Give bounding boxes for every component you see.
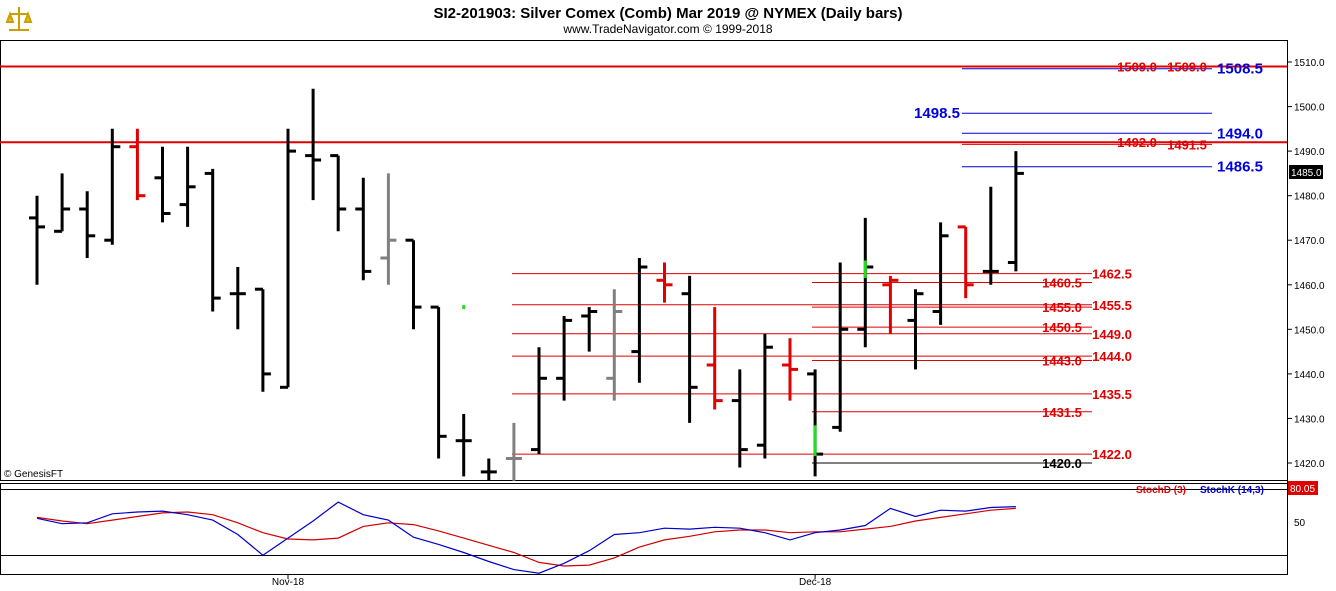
ohlc-bar [531, 347, 547, 455]
ohlc-bar [405, 238, 422, 330]
x-axis-label: Nov-18 [272, 577, 305, 588]
stoch-d-line [36, 507, 1016, 567]
price-level-label: 1420.0 [1042, 456, 1082, 471]
price-level-label: 1498.5 [914, 105, 960, 122]
stoch-k-line [36, 501, 1016, 574]
ohlc-bar [832, 262, 849, 432]
price-axis-label: 1460.0 [1294, 281, 1325, 292]
stoch-last-box [1288, 481, 1318, 495]
price-axis-label: 1510.0 [1294, 58, 1325, 69]
price-level-label: 1449.0 [1092, 327, 1132, 342]
ohlc-bar [154, 146, 171, 223]
last-price-label: 1485.0 [1291, 168, 1322, 179]
ohlc-bar [229, 267, 246, 330]
chart-subtitle: www.TradeNavigator.com © 1999-2018 [562, 22, 772, 36]
ohlc-bar [330, 154, 347, 232]
price-level-label: 1455.0 [1042, 300, 1082, 315]
ohlc-bar [982, 186, 999, 285]
stoch-axis-label-50: 50 [1294, 518, 1306, 529]
ohlc-bar [731, 369, 748, 468]
price-levels [0, 65, 1287, 464]
ohlc-bar [204, 168, 221, 312]
ohlc-bar [756, 333, 773, 459]
price-level-label: 1455.5 [1092, 298, 1132, 313]
stoch-lines [36, 501, 1016, 574]
ohlc-bar [430, 305, 447, 459]
ohlc-bar [782, 338, 798, 401]
price-level-label: 1460.5 [1042, 276, 1082, 291]
price-level-label: 1431.5 [1042, 405, 1082, 420]
ohlc-bar [556, 316, 573, 401]
price-axis-label: 1480.0 [1294, 192, 1325, 203]
ohlc-bar [104, 128, 121, 245]
x-axis: Nov-18 Dec-18 [272, 575, 832, 588]
stoch-last-value: 80.05 [1290, 484, 1315, 495]
price-level-label: 1435.5 [1092, 387, 1132, 402]
price-level-label: 1491.5 [1167, 137, 1207, 152]
price-level-label: 1444.0 [1092, 349, 1132, 364]
ohlc-bar [882, 275, 899, 334]
price-axis-label: 1440.0 [1294, 370, 1325, 381]
ohlc-bar [932, 222, 949, 325]
price-bars [29, 88, 1024, 481]
ohlc-bar [305, 88, 322, 201]
price-level-label: 1450.5 [1042, 320, 1082, 335]
ohlc-bar [656, 262, 673, 303]
last-price-box [1289, 165, 1323, 179]
ohlc-bar [505, 422, 522, 481]
copyright-label: © GenesisFT [4, 469, 63, 480]
ohlc-bar [1007, 151, 1024, 272]
ohlc-bar [807, 369, 824, 477]
ohlc-bar [631, 258, 648, 383]
price-level-label: 1462.5 [1092, 267, 1132, 282]
ohlc-bar [380, 173, 397, 285]
price-panel-frame [0, 40, 1288, 481]
legend-stoch-k: StochK (14,3) [1200, 485, 1264, 496]
price-axis-label: 1490.0 [1294, 147, 1325, 158]
ohlc-bar [129, 128, 146, 201]
price-axis-label: 1450.0 [1294, 325, 1325, 336]
price-level-label: 1422.0 [1092, 447, 1132, 462]
ohlc-bar [79, 191, 96, 258]
ohlc-bar [606, 289, 623, 401]
ohlc-bar [957, 225, 974, 299]
ohlc-bar [29, 195, 45, 285]
price-axis-label: 1470.0 [1294, 236, 1325, 247]
ohlc-bar [254, 287, 271, 392]
price-level-label: 1443.0 [1042, 354, 1082, 369]
ohlc-bar [280, 128, 296, 389]
ohlc-bar [907, 289, 924, 370]
ohlc-bar [455, 414, 472, 477]
logo-icon [5, 4, 33, 34]
price-level-label: 1494.0 [1217, 125, 1263, 142]
ohlc-bar [681, 275, 698, 423]
x-axis-label: Dec-18 [799, 577, 832, 588]
ohlc-bar [706, 307, 723, 410]
price-axis-label: 1500.0 [1294, 103, 1325, 114]
indicator-panel-frame [0, 483, 1288, 575]
ohlc-bar [480, 458, 497, 481]
legend-stoch-d: StochD (3) [1136, 485, 1186, 496]
price-level-label: 1486.5 [1217, 159, 1263, 176]
ohlc-bar [179, 146, 196, 227]
price-axis-label: 1420.0 [1294, 459, 1325, 470]
ohlc-bar [355, 177, 372, 281]
price-axis-label: 1430.0 [1294, 414, 1325, 425]
chart-title: SI2-201903: Silver Comex (Comb) Mar 2019… [434, 5, 903, 22]
price-axis: 1420.0 1430.0 1440.0 1450.0 1460.0 1470.0 1480… [1287, 58, 1325, 470]
ohlc-bar [54, 173, 71, 233]
ohlc-bar [581, 307, 598, 352]
price-level-label: 1508.5 [1217, 61, 1263, 78]
